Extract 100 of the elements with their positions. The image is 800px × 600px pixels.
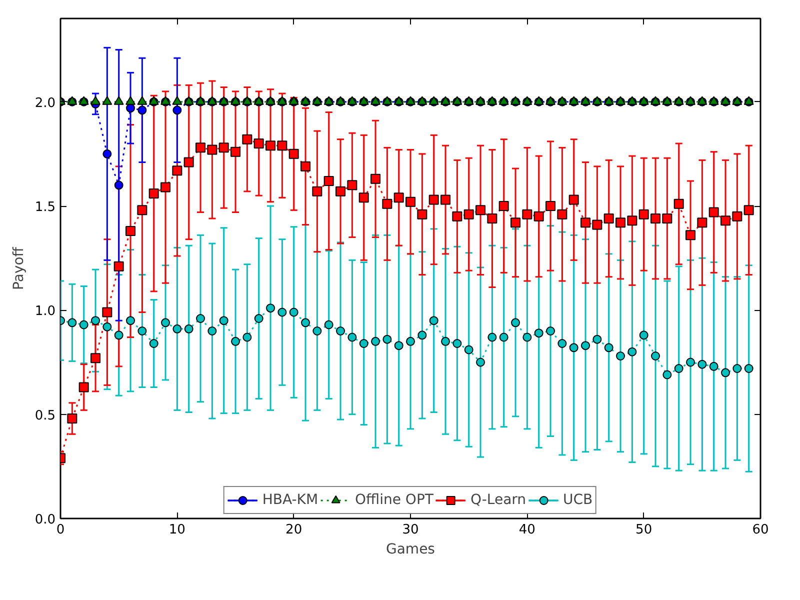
point xyxy=(242,134,252,144)
point xyxy=(288,148,299,159)
point xyxy=(289,308,298,317)
point xyxy=(371,336,380,346)
x-tick-label: 60 xyxy=(752,522,769,538)
point xyxy=(359,339,368,348)
x-axis-title: Games xyxy=(386,542,435,558)
point xyxy=(90,353,100,364)
point xyxy=(336,186,346,196)
point xyxy=(172,96,182,105)
point xyxy=(557,209,568,220)
point xyxy=(686,358,695,367)
y-tick-label: 1.5 xyxy=(34,200,56,215)
point xyxy=(207,144,218,155)
point xyxy=(347,180,358,190)
point xyxy=(488,332,497,342)
point xyxy=(324,320,334,330)
point xyxy=(312,186,322,196)
point xyxy=(382,334,392,344)
point xyxy=(546,326,555,336)
point xyxy=(546,201,556,211)
point xyxy=(568,194,579,205)
point xyxy=(720,216,730,226)
point xyxy=(242,332,252,342)
point xyxy=(219,316,228,326)
point xyxy=(522,332,532,342)
point xyxy=(406,336,415,346)
point xyxy=(476,205,486,216)
point xyxy=(511,318,520,328)
point xyxy=(114,261,124,272)
y-tick-label: 2.0 xyxy=(34,96,56,111)
point xyxy=(651,352,660,360)
point xyxy=(674,198,684,209)
point xyxy=(534,211,544,222)
point xyxy=(650,214,660,224)
point xyxy=(102,322,112,332)
point xyxy=(452,211,462,222)
point xyxy=(114,96,124,105)
point xyxy=(616,352,625,360)
x-tick-label: 10 xyxy=(168,522,186,538)
point xyxy=(277,140,288,151)
point xyxy=(126,316,135,326)
x-tick-label: 30 xyxy=(402,522,419,538)
point xyxy=(172,166,182,176)
point xyxy=(441,336,450,346)
point xyxy=(370,174,380,184)
point xyxy=(498,201,509,211)
y-tick-label: 0.0 xyxy=(34,512,56,528)
point xyxy=(429,316,438,326)
point xyxy=(79,320,88,330)
point xyxy=(324,176,334,186)
point xyxy=(394,192,404,203)
point xyxy=(558,339,567,348)
point xyxy=(417,209,428,220)
point xyxy=(616,218,626,228)
y-tick-label: 1.0 xyxy=(34,304,56,320)
point xyxy=(172,106,182,115)
point xyxy=(78,382,89,392)
point xyxy=(627,216,638,226)
point xyxy=(68,318,77,328)
point xyxy=(406,196,416,207)
point xyxy=(300,161,310,172)
point xyxy=(114,180,124,190)
legend-label: Offline OPT xyxy=(355,492,434,508)
point xyxy=(161,318,170,328)
point xyxy=(721,368,730,378)
point xyxy=(708,207,719,218)
point xyxy=(138,326,147,336)
point xyxy=(534,328,544,338)
point xyxy=(218,142,229,153)
point xyxy=(662,370,672,380)
point xyxy=(604,343,614,352)
point xyxy=(312,326,322,336)
point xyxy=(440,194,450,205)
point xyxy=(231,336,240,346)
point xyxy=(732,211,742,222)
point xyxy=(102,149,112,158)
point xyxy=(638,209,649,220)
point xyxy=(148,188,159,198)
point xyxy=(230,146,240,157)
point xyxy=(184,157,194,168)
point xyxy=(126,104,135,113)
legend-label: UCB xyxy=(563,492,593,508)
point xyxy=(674,364,684,373)
y-axis-title: Payoff xyxy=(10,246,27,290)
x-tick-label: 20 xyxy=(286,522,302,538)
point xyxy=(126,96,136,105)
point xyxy=(254,314,264,323)
y-tick-label: 0.5 xyxy=(34,408,56,424)
point xyxy=(149,339,158,348)
point xyxy=(394,341,404,350)
point xyxy=(336,326,345,336)
point xyxy=(662,214,672,224)
point xyxy=(581,341,590,350)
point xyxy=(428,194,439,205)
point xyxy=(464,345,474,354)
point xyxy=(382,198,392,209)
point xyxy=(278,308,287,317)
point xyxy=(580,218,590,228)
point xyxy=(698,360,707,369)
